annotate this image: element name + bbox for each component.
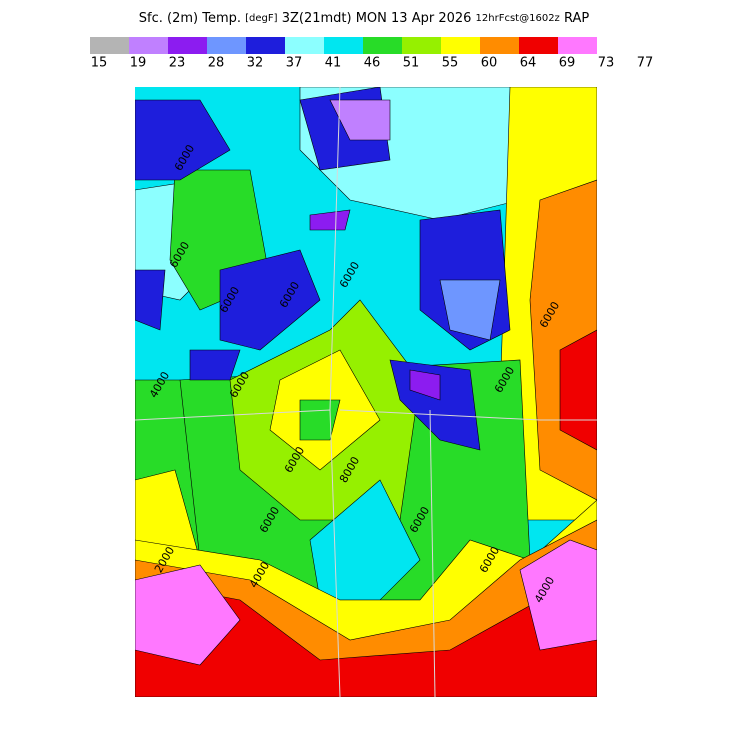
border <box>339 409 597 421</box>
legend-label: 37 <box>286 56 303 71</box>
legend-label: 73 <box>598 56 615 71</box>
legend-swatch <box>90 37 129 54</box>
legend-label: 46 <box>364 56 381 71</box>
legend-label: 15 <box>91 56 108 71</box>
legend-label: 64 <box>520 56 537 71</box>
legend-swatch <box>324 37 363 54</box>
temp-region <box>409 369 441 401</box>
legend-swatch <box>207 37 246 54</box>
title-part: [degF] <box>245 13 278 24</box>
title-part: RAP <box>564 11 589 26</box>
border <box>429 409 436 697</box>
legend-label: 41 <box>325 56 342 71</box>
map <box>135 87 597 697</box>
legend-label: 60 <box>481 56 498 71</box>
title-part: 12hrFcst@1602z <box>476 13 560 24</box>
title-part: 3Z(21mdt) MON 13 Apr 2026 <box>282 11 472 26</box>
legend-swatch <box>480 37 519 54</box>
legend-swatch <box>168 37 207 54</box>
legend-label: 32 <box>247 56 264 71</box>
temp-region <box>309 209 351 231</box>
temp-region <box>519 539 597 651</box>
legend-swatch <box>402 37 441 54</box>
temp-region <box>189 349 241 381</box>
temp-region <box>439 279 501 341</box>
legend-label: 77 <box>637 56 654 71</box>
legend-swatch <box>519 37 558 54</box>
legend-swatch <box>558 37 597 54</box>
legend-label: 19 <box>130 56 147 71</box>
legend-swatch <box>285 37 324 54</box>
border <box>329 87 341 411</box>
temp-region <box>219 249 321 351</box>
legend-swatch <box>363 37 402 54</box>
legend-swatch <box>129 37 168 54</box>
legend-label: 55 <box>442 56 459 71</box>
temp-region <box>559 329 597 451</box>
legend-label: 28 <box>208 56 225 71</box>
legend-swatch <box>246 37 285 54</box>
legend-label: 23 <box>169 56 186 71</box>
title: Sfc. (2m) Temp. [degF] 3Z(21mdt) MON 13 … <box>139 11 590 26</box>
legend-swatch <box>441 37 480 54</box>
temp-region <box>135 99 231 181</box>
legend: 15 19 23 28 32 37 41 46 51 55 60 64 69 73 77 <box>90 37 653 71</box>
legend-label: 51 <box>403 56 420 71</box>
temp-region <box>135 564 241 666</box>
temp-region <box>329 99 391 141</box>
title-part: Sfc. (2m) Temp. <box>139 11 241 26</box>
temp-region <box>135 269 166 331</box>
legend-label: 69 <box>559 56 576 71</box>
